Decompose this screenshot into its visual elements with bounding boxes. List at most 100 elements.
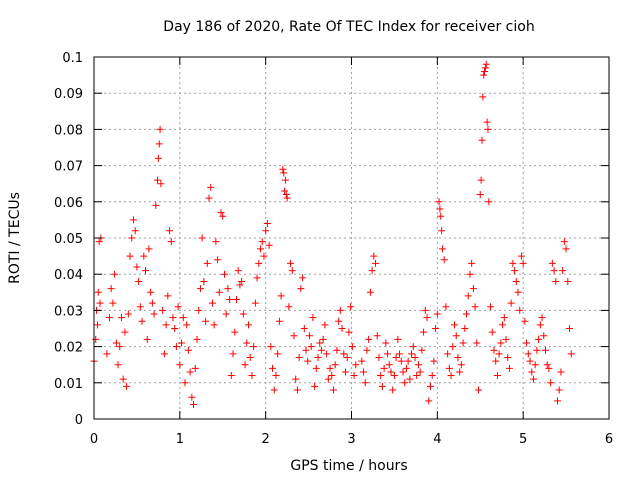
data-point [333,346,341,354]
data-point [159,306,167,314]
data-point [409,343,417,351]
data-point [360,368,368,376]
data-point [184,346,192,354]
data-point [340,350,348,358]
data-point [430,357,438,365]
y-tick-label: 0.1 [62,51,83,66]
data-point [145,245,153,253]
data-point [148,299,156,307]
data-point [236,281,244,289]
data-point [502,335,510,343]
data-point [283,194,291,202]
data-point [378,382,386,390]
data-point [222,310,230,318]
data-point [509,259,517,267]
data-point [468,259,476,267]
data-point [299,274,307,282]
data-point [428,372,436,380]
data-point [529,375,537,383]
data-point [454,353,462,361]
data-point [263,220,271,228]
data-point [319,335,327,343]
data-point [112,339,120,347]
data-point [438,245,446,253]
data-point [426,382,434,390]
data-point [372,259,380,267]
x-tick-label: 2 [262,432,270,447]
data-point [347,303,355,311]
data-point [507,299,515,307]
data-point [262,227,270,235]
data-point [484,125,492,133]
data-point [390,372,398,380]
data-point [176,361,184,369]
data-point [238,277,246,285]
x-tick-label: 0 [90,432,98,447]
data-point [331,361,339,369]
data-point [215,288,223,296]
data-point [505,364,513,372]
data-point [245,321,252,329]
data-point [171,325,179,332]
data-point [96,299,104,307]
data-point [493,372,501,380]
data-point [559,267,567,275]
data-point [205,194,213,202]
data-point [317,346,325,354]
data-point [207,183,215,191]
data-point [126,252,134,260]
data-point [188,393,196,401]
data-point [526,357,534,365]
data-point [243,339,251,347]
y-tick-label: 0.06 [54,196,83,211]
data-point [198,234,206,242]
data-point [94,288,102,296]
data-point [321,321,329,329]
data-point [129,216,137,224]
data-point [540,332,548,340]
data-point [511,267,519,275]
y-tick-label: 0.01 [54,377,83,392]
data-point [193,335,201,343]
data-point [485,198,493,206]
data-point [382,339,390,347]
data-point [469,285,477,293]
data-point [172,343,180,351]
data-point [414,361,422,369]
data-point [227,372,235,380]
data-point [290,332,298,340]
y-tick-label: 0 [75,413,83,428]
data-point [326,364,334,372]
data-point [528,368,536,376]
data-point [109,299,117,307]
data-point [138,317,146,325]
data-point [196,285,204,293]
data-point [154,176,162,184]
data-point [404,357,412,365]
data-point [114,361,122,369]
data-point [384,350,392,358]
data-point [492,357,500,365]
data-point [478,136,486,144]
data-point [487,303,495,311]
data-point [335,317,343,325]
y-tick-label: 0.04 [54,268,83,283]
data-point [566,325,574,332]
data-point [282,191,290,199]
data-point [124,310,132,318]
data-point [220,270,228,278]
data-point [156,125,164,133]
data-point [464,292,472,300]
data-point [183,321,191,329]
data-point [435,198,443,206]
data-point [482,60,490,68]
data-point [350,372,358,380]
data-point [150,310,158,318]
data-point [392,353,400,361]
data-point [191,364,199,372]
data-point [292,375,300,383]
data-point [147,288,155,296]
data-point [479,93,487,101]
data-point [473,339,481,347]
